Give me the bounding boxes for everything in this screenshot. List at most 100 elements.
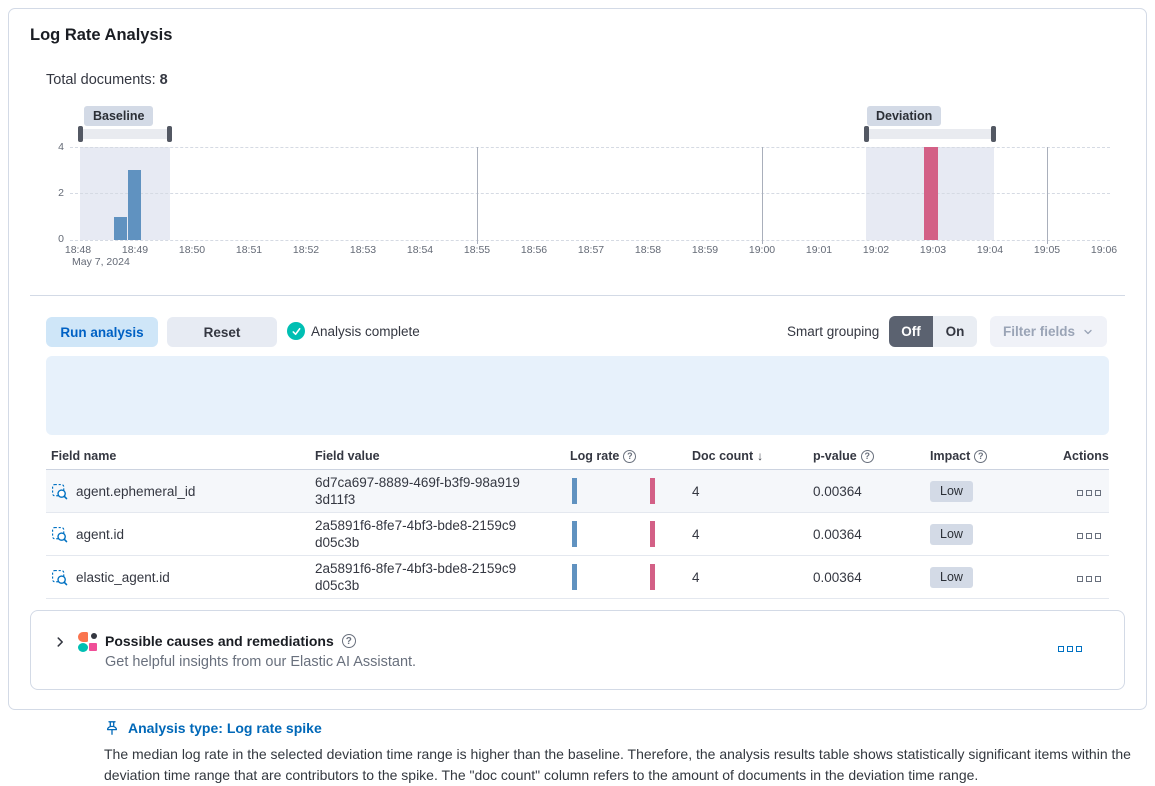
field-value: 2a5891f6-8fe7-4bf3-bde8-2159c9d05c3b	[315, 561, 517, 593]
column-header-log-rate[interactable]: Log rate	[570, 449, 692, 463]
deviation-mini-bar	[650, 478, 655, 504]
x-axis-tick: 19:06	[1090, 244, 1118, 256]
filter-field-icon[interactable]	[51, 526, 68, 543]
row-actions-button[interactable]	[1075, 488, 1103, 498]
smart-grouping-toggle: Off On	[889, 316, 977, 347]
x-axis-tick: 18:48	[64, 244, 92, 256]
row-actions-button[interactable]	[1075, 531, 1103, 541]
x-axis-tick: 18:52	[292, 244, 320, 256]
total-documents-label: Total documents:	[46, 72, 156, 88]
x-axis-tick: 19:02	[862, 244, 890, 256]
deviation-brush-right-handle[interactable]	[991, 126, 996, 142]
baseline-mini-bar	[572, 521, 577, 547]
deviation-brush[interactable]	[864, 126, 996, 142]
analysis-type-callout: Analysis type: Log rate spike The median…	[46, 356, 1131, 783]
filter-field-icon[interactable]	[51, 569, 68, 586]
x-axis-tick: 19:05	[1033, 244, 1061, 256]
x-axis-tick: 18:49	[121, 244, 149, 256]
table-row: elastic_agent.id 2a5891f6-8fe7-4bf3-bde8…	[46, 556, 1109, 599]
column-header-impact[interactable]: Impact	[930, 449, 1063, 463]
log-rate-help-icon[interactable]	[623, 449, 637, 463]
deviation-mini-bar	[650, 564, 655, 590]
x-axis-tick: 18:51	[235, 244, 263, 256]
x-axis-tick: 18:50	[178, 244, 206, 256]
x-axis-tick: 18:53	[349, 244, 377, 256]
run-analysis-button[interactable]: Run analysis	[46, 317, 158, 347]
column-header-actions: Actions	[1063, 449, 1109, 463]
smart-grouping-on-button[interactable]: On	[933, 316, 977, 347]
row-actions-button[interactable]	[1075, 574, 1103, 584]
y-axis-tick: 2	[58, 187, 64, 199]
total-documents: Total documents: 8	[46, 72, 168, 88]
elastic-ai-assistant-icon	[78, 632, 98, 652]
chevron-down-icon	[1082, 326, 1094, 338]
smart-grouping-off-button[interactable]: Off	[889, 316, 933, 347]
baseline-brush-right-handle[interactable]	[167, 126, 172, 142]
baseline-mini-bar	[572, 564, 577, 590]
reset-button[interactable]: Reset	[167, 317, 277, 347]
x-axis-tick: 18:59	[691, 244, 719, 256]
p-value: 0.00364	[813, 526, 862, 542]
gridline-y2	[70, 193, 1110, 194]
log-rate-sparkline	[570, 562, 692, 592]
field-value: 2a5891f6-8fe7-4bf3-bde8-2159c9d05c3b	[315, 518, 517, 550]
expand-chevron-icon[interactable]	[51, 633, 69, 651]
table-row: agent.id 2a5891f6-8fe7-4bf3-bde8-2159c9d…	[46, 513, 1109, 556]
doc-count: 4	[692, 526, 700, 542]
horizontal-divider	[30, 295, 1125, 296]
filter-field-icon[interactable]	[51, 483, 68, 500]
causes-actions-button[interactable]	[1056, 644, 1084, 654]
deviation-bar	[924, 147, 938, 240]
column-header-field-name[interactable]: Field name	[51, 449, 117, 463]
check-icon	[287, 322, 305, 340]
baseline-badge: Baseline	[84, 106, 154, 126]
baseline-brush-left-handle[interactable]	[78, 126, 83, 142]
log-rate-sparkline	[570, 519, 692, 549]
help-icon[interactable]	[341, 634, 356, 648]
doc-count: 4	[692, 569, 700, 585]
gridline-1855	[477, 147, 478, 244]
field-value: 6d7ca697-8889-469f-b3f9-98a9193d11f3	[315, 475, 520, 507]
impact-badge: Low	[930, 523, 973, 545]
deviation-brush-left-handle[interactable]	[864, 126, 869, 142]
baseline-bar	[114, 217, 127, 240]
possible-causes-panel: Possible causes and remediations Get hel…	[30, 610, 1125, 690]
impact-help-icon[interactable]	[974, 449, 988, 463]
smart-grouping-label: Smart grouping	[787, 324, 880, 339]
column-header-doc-count[interactable]: Doc count	[692, 449, 813, 463]
impact-badge: Low	[930, 566, 973, 588]
sort-descending-icon[interactable]	[757, 449, 763, 463]
callout-title: Analysis type: Log rate spike	[128, 720, 322, 736]
impact-badge: Low	[930, 480, 973, 502]
x-axis-tick: 18:58	[634, 244, 662, 256]
gridline-1900	[762, 147, 763, 244]
filter-fields-button[interactable]: Filter fields	[990, 316, 1107, 347]
p-value-help-icon[interactable]	[860, 449, 874, 463]
total-documents-value: 8	[159, 72, 168, 88]
baseline-brush[interactable]	[78, 126, 172, 142]
possible-causes-title: Possible causes and remediations	[105, 633, 334, 649]
x-axis-tick: 18:56	[520, 244, 548, 256]
p-value: 0.00364	[813, 569, 862, 585]
gridline-1905	[1047, 147, 1048, 244]
p-value: 0.00364	[813, 483, 862, 499]
deviation-mini-bar	[650, 521, 655, 547]
x-axis-tick: 18:54	[406, 244, 434, 256]
page-title: Log Rate Analysis	[30, 26, 173, 44]
column-header-p-value[interactable]: p-value	[813, 449, 930, 463]
gridline-y0	[70, 240, 1110, 241]
deviation-badge: Deviation	[867, 106, 942, 126]
callout-body: The median log rate in the selected devi…	[104, 746, 1131, 783]
x-axis-tick: 18:57	[577, 244, 605, 256]
field-name: agent.id	[76, 526, 125, 542]
analysis-results-table: Field name Field value Log rate Doc coun…	[46, 447, 1109, 599]
field-name: agent.ephemeral_id	[76, 483, 196, 499]
analysis-status-text: Analysis complete	[311, 323, 420, 339]
baseline-bar	[128, 170, 141, 240]
possible-causes-subtitle: Get helpful insights from our Elastic AI…	[105, 654, 417, 670]
document-count-chart[interactable]: 18:48 18:49 18:50 18:51 18:52 18:53 18:54 18:55…	[58, 141, 1117, 268]
x-axis-tick: 19:01	[805, 244, 833, 256]
column-header-field-value[interactable]: Field value	[315, 449, 380, 463]
filter-fields-label: Filter fields	[1002, 324, 1075, 339]
x-axis-tick: 19:00	[748, 244, 776, 256]
